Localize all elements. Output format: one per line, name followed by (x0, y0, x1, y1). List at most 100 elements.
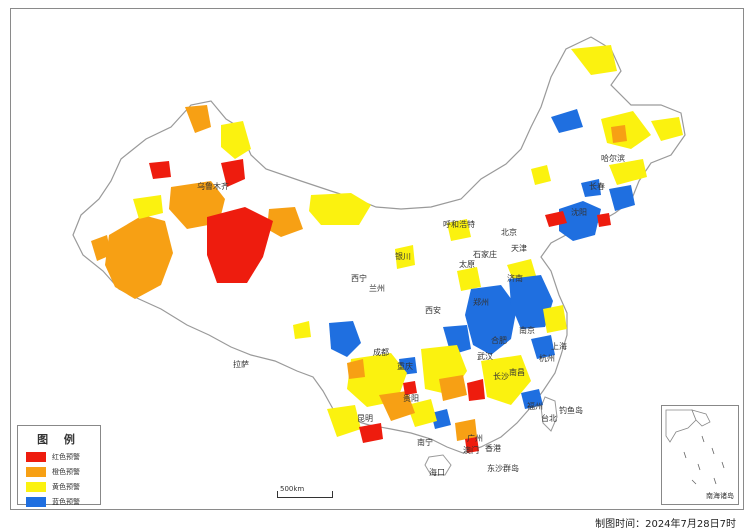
legend-item: 黄色预警 (26, 481, 100, 492)
legend-swatch (26, 466, 46, 477)
legend-label: 橙色预警 (52, 467, 80, 476)
city-label: 西宁 (351, 273, 367, 283)
city-label: 天津 (511, 243, 527, 253)
legend-item: 红色预警 (26, 451, 100, 462)
scale-label: 500km (280, 485, 305, 493)
china-warning-map: 乌鲁木齐 哈尔滨 长春 沈阳 呼和浩特 北京 天津 石家庄 太原 银川 西宁 兰… (72, 36, 686, 477)
legend-swatch (26, 496, 46, 507)
legend-label: 蓝色预警 (52, 497, 80, 506)
inset-map (665, 409, 725, 485)
region-yellow (395, 245, 415, 269)
region-blue (465, 285, 517, 355)
region-red (403, 381, 417, 395)
city-label: 哈尔滨 (601, 153, 625, 163)
city-label: 石家庄 (473, 249, 497, 259)
city-labels: 乌鲁木齐 哈尔滨 长春 沈阳 呼和浩特 北京 天津 石家庄 太原 银川 西宁 兰… (197, 153, 625, 477)
city-label: 成都 (373, 347, 389, 357)
region-yellow (447, 219, 471, 241)
region-yellow (457, 267, 481, 291)
region-orange (379, 391, 415, 421)
region-yellow (531, 165, 551, 185)
city-label: 呼和浩特 (443, 219, 475, 229)
scale-bar: 500km (277, 485, 333, 503)
city-label: 南京 (519, 325, 535, 335)
city-label: 郑州 (473, 297, 489, 307)
region-blue (329, 321, 361, 357)
city-label: 武汉 (477, 351, 493, 361)
taiwan-outline (540, 396, 558, 432)
south-china-sea-inset: 南海诸岛 (661, 405, 739, 505)
region-orange (455, 419, 477, 441)
region-orange (91, 235, 111, 261)
city-label: 乌鲁木齐 (197, 181, 229, 191)
map-frame: 乌鲁木齐 哈尔滨 长春 沈阳 呼和浩特 北京 天津 石家庄 太原 银川 西宁 兰… (10, 8, 744, 510)
region-yellow (571, 45, 617, 75)
region-blue (581, 179, 601, 197)
city-label: 上海 (551, 341, 567, 351)
region-orange (185, 105, 211, 133)
region-red (465, 437, 479, 453)
city-label: 广州 (467, 433, 483, 443)
city-label: 海口 (429, 467, 445, 477)
city-label: 昆明 (357, 414, 373, 423)
city-label: 钓鱼岛 (559, 405, 583, 415)
region-yellow (481, 355, 531, 405)
region-blue (531, 335, 555, 359)
city-label: 济南 (507, 273, 523, 283)
region-yellow (651, 117, 683, 141)
city-label: 福州 (527, 402, 543, 411)
legend-swatch (26, 481, 46, 492)
city-label: 杭州 (539, 353, 555, 363)
region-blue (609, 185, 635, 211)
map-legend: 图 例 红色预警 橙色预警 黄色预警 蓝色预警 (17, 425, 101, 507)
legend-item: 蓝色预警 (26, 496, 100, 507)
region-orange (611, 125, 627, 143)
city-label: 南昌 (509, 367, 525, 377)
city-label: 东沙群岛 (487, 463, 519, 473)
region-red (207, 207, 273, 283)
city-label: 北京 (501, 227, 517, 237)
region-red (221, 159, 245, 187)
map-timestamp: 制图时间：2024年7月28日7时 (595, 519, 736, 530)
city-label: 重庆 (397, 361, 413, 371)
region-orange (347, 359, 365, 379)
city-label: 沈阳 (571, 207, 587, 217)
city-label: 太原 (459, 259, 475, 269)
city-label: 香港 (485, 443, 501, 453)
legend-swatch (26, 451, 46, 462)
region-yellow (221, 121, 251, 159)
city-label: 西安 (425, 305, 441, 315)
region-red (597, 213, 611, 227)
city-label: 澳门 (463, 445, 479, 455)
region-orange (439, 375, 467, 401)
legend-label: 红色预警 (52, 452, 80, 461)
legend-item: 橙色预警 (26, 466, 100, 477)
city-label: 合肥 (491, 335, 507, 345)
city-label: 长春 (589, 181, 605, 191)
region-yellow (609, 159, 647, 185)
city-label: 兰州 (369, 283, 385, 293)
city-label: 南宁 (417, 437, 433, 447)
region-red (545, 211, 567, 227)
inset-label: 南海诸岛 (706, 492, 734, 500)
city-label: 拉萨 (233, 359, 249, 369)
region-orange (267, 207, 303, 237)
hainan-outline (424, 454, 452, 476)
region-blue (431, 409, 451, 429)
region-yellow (133, 195, 163, 219)
region-red (149, 161, 171, 179)
region-yellow (407, 399, 437, 427)
region-red (359, 423, 383, 443)
warning-regions (91, 45, 683, 453)
region-orange (105, 215, 173, 299)
city-label: 长沙 (493, 371, 509, 381)
city-label: 台北 (541, 413, 557, 423)
region-yellow (309, 193, 371, 225)
city-label: 贵阳 (403, 393, 419, 403)
region-yellow (293, 321, 311, 339)
legend-label: 黄色预警 (52, 482, 80, 491)
city-label: 银川 (395, 251, 411, 261)
region-yellow (543, 305, 567, 333)
region-blue (521, 389, 543, 409)
region-yellow (327, 405, 361, 437)
